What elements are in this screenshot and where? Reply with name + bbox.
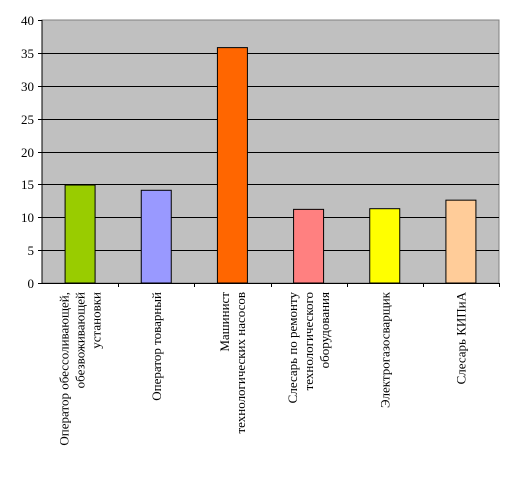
bar-3: [216, 47, 248, 284]
x-category-label: Оператор обессоливающей,обезвоживающейус…: [57, 292, 104, 446]
y-tick-label: 25: [21, 112, 34, 127]
y-tick-label: 5: [28, 243, 35, 258]
y-tick-label: 30: [21, 79, 34, 94]
x-category-label: Слесарь КИПиА: [453, 291, 468, 384]
plot-area: [41, 19, 500, 284]
y-tick-label: 10: [21, 210, 34, 225]
x-category-label: Машинисттехнологических насосов: [217, 292, 248, 434]
y-tick-label: 20: [21, 145, 34, 160]
bars: [64, 47, 477, 284]
x-category-label: Оператор товарный: [149, 292, 164, 401]
x-axis-labels: Оператор обессоливающей,обезвоживающейус…: [57, 283, 500, 446]
y-tick-label: 35: [21, 46, 34, 61]
y-tick-label: 40: [21, 13, 34, 28]
bar-6: [445, 199, 477, 284]
x-category-label: Слесарь по ремонтутехнологическогооборуд…: [285, 292, 332, 404]
y-axis: 0 5 10 15 20 25 30 35 40: [21, 13, 499, 291]
y-tick-label: 15: [21, 177, 34, 192]
bar-5: [369, 208, 401, 284]
bar-1: [64, 184, 96, 284]
y-tick-label: 0: [28, 276, 35, 291]
x-category-label: Электрогазосварщик: [377, 291, 392, 408]
bar-4: [293, 208, 325, 284]
gridlines: [42, 53, 499, 251]
bar-2: [140, 189, 172, 284]
